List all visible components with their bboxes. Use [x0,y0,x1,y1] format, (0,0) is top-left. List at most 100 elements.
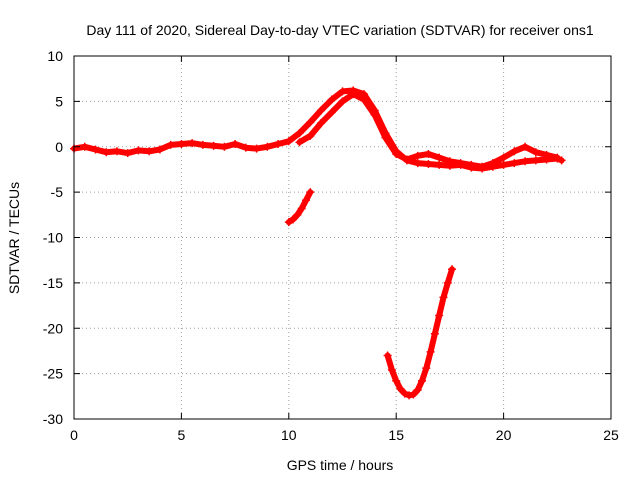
data-point [295,138,304,147]
data-point [531,148,540,157]
data-point [435,311,444,320]
series-secondary-trace [295,90,562,171]
data-point [488,159,497,168]
data-point [359,95,368,104]
series-band [384,266,455,399]
data-point [542,150,551,159]
data-point [413,151,422,160]
data-point [241,143,250,152]
y-tick-label: -15 [43,275,63,291]
data-point [392,150,401,159]
data-point [435,153,444,162]
data-point [478,162,487,171]
data-point [209,141,218,150]
data-point [102,148,111,157]
x-tick-label: 0 [70,427,78,443]
ticks: 0 5 10 15 20 25 10 5 0 -5 -10 -15 -20 -25 -30 [43,48,619,443]
data-point [424,159,433,168]
data-point [521,157,530,166]
data-point [155,145,164,154]
data-point [430,329,439,338]
series-deep-dip [383,265,457,400]
data-point [188,139,197,148]
data-point [422,364,431,373]
data-point [456,159,465,168]
data-point [123,149,132,158]
data-point [400,389,409,398]
data-point [349,90,358,99]
data-point [284,137,293,146]
data-point [510,147,519,156]
y-tick-label: 10 [47,48,63,64]
data-point [317,119,326,128]
data-point [293,210,302,219]
data-point [284,218,293,227]
data-point [112,147,121,156]
data-point [91,145,100,154]
y-tick-label: -5 [51,184,64,200]
data-point [510,159,519,168]
x-tick-label: 20 [496,427,512,443]
data-point [306,131,315,140]
data-point [220,142,229,151]
data-point [289,215,298,224]
y-tick-label: -10 [43,230,63,246]
data-point [402,155,411,164]
data-point [387,365,396,374]
grid [74,56,611,419]
y-tick-label: -30 [43,411,63,427]
data-point [263,142,272,151]
data-point [327,108,336,117]
data-point [557,156,566,165]
data-point [252,144,261,153]
data-point [413,159,422,168]
data-point [426,347,435,356]
data-point [295,129,304,138]
data-layer [70,86,566,400]
data-point [417,376,426,385]
data-point [166,140,175,149]
data-point [338,97,347,106]
data-point [301,196,310,205]
x-tick-label: 10 [281,427,297,443]
x-tick-label: 5 [178,427,186,443]
x-axis-label: GPS time / hours [287,457,394,473]
x-tick-label: 15 [388,427,404,443]
data-point [306,188,315,197]
data-point [521,142,530,151]
data-point [145,147,154,156]
data-point [413,385,422,394]
y-tick-label: 0 [55,139,63,155]
data-point [327,95,336,104]
data-point [392,376,401,385]
data-point [445,157,454,166]
data-point [338,87,347,96]
data-point [231,140,240,149]
data-point [443,278,452,287]
data-point [435,160,444,169]
series-short-segment [284,188,315,227]
data-point [317,106,326,115]
y-tick-label: -25 [43,366,63,382]
data-point [198,140,207,149]
data-point [424,150,433,159]
data-point [134,146,143,155]
data-point [405,391,414,400]
chart-title: Day 111 of 2020, Sidereal Day-to-day VTE… [86,22,594,38]
data-point [409,390,418,399]
data-point [396,385,405,394]
data-point [80,142,89,151]
data-point [553,153,562,162]
data-point [448,265,457,274]
y-axis-label: SDTVAR / TECUs [6,182,22,294]
data-point [306,118,315,127]
data-point [499,160,508,169]
series-band [285,189,314,226]
y-tick-label: 5 [55,93,63,109]
x-tick-label: 25 [603,427,619,443]
data-point [499,153,508,162]
data-point [177,140,186,149]
data-point [381,133,390,142]
y-tick-label: -20 [43,320,63,336]
